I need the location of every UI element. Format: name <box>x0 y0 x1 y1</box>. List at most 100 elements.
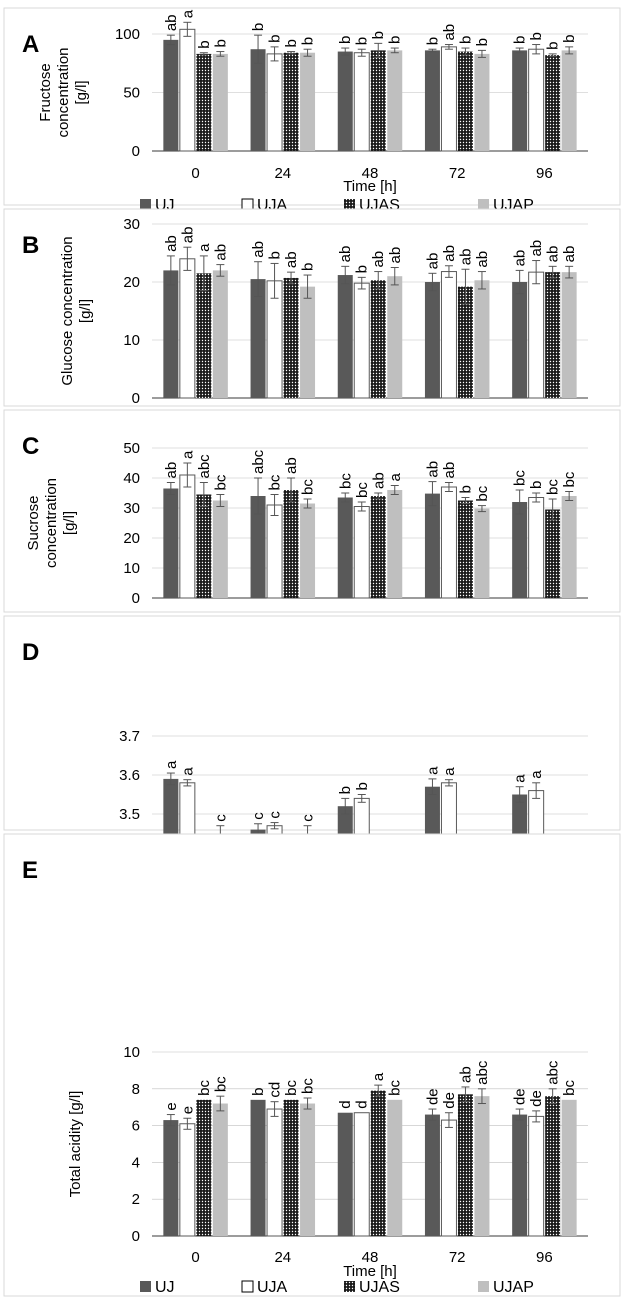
bar-ujap <box>300 503 316 598</box>
bar-ujas <box>370 50 386 151</box>
bar-ujas <box>457 500 473 598</box>
bar-ujap <box>387 276 403 398</box>
significance-label: bc <box>283 1079 300 1095</box>
bar-ujas <box>283 1099 299 1236</box>
significance-label: b <box>512 36 529 44</box>
significance-label: bc <box>512 470 529 486</box>
significance-label: b <box>250 1087 267 1095</box>
significance-label: b <box>267 251 284 259</box>
significance-label: de <box>528 1090 545 1107</box>
bar-uja <box>440 271 457 399</box>
significance-label: b <box>354 782 371 790</box>
significance-label: bc <box>267 474 284 490</box>
y-axis-title: Sucrose <box>25 495 42 550</box>
significance-label: ab <box>337 246 354 263</box>
legend-swatch-ujap <box>478 199 489 210</box>
y-tick-label: 50 <box>123 440 140 457</box>
bar-ujap <box>300 1103 316 1236</box>
significance-label: abc <box>196 454 213 479</box>
bar-ujas <box>283 52 299 151</box>
significance-label: b <box>250 23 267 31</box>
bar-uj <box>337 275 353 398</box>
panel-letter: A <box>22 31 39 58</box>
y-tick-label: 50 <box>123 85 140 102</box>
significance-label: a <box>179 450 196 459</box>
significance-label: ab <box>283 251 300 268</box>
bar-ujap <box>474 53 490 151</box>
y-tick-label: 0 <box>132 590 140 607</box>
significance-label: a <box>424 766 441 775</box>
significance-label: ab <box>474 251 491 268</box>
bar-ujas <box>545 509 561 598</box>
x-tick-label: 72 <box>449 165 466 182</box>
significance-label: ab <box>370 251 387 268</box>
significance-label: d <box>354 1100 371 1108</box>
bar-uja <box>528 48 545 152</box>
significance-label: b <box>337 36 354 44</box>
significance-label: ab <box>163 235 180 252</box>
bar-ujap <box>212 500 228 598</box>
bar-uja <box>353 282 370 399</box>
significance-label: a <box>512 774 529 783</box>
x-tick-label: 0 <box>191 165 199 182</box>
y-tick-label: 30 <box>123 500 140 517</box>
significance-label: a <box>387 473 404 482</box>
bar-uj <box>163 270 179 398</box>
bar-uja <box>179 28 196 152</box>
bar-uja <box>179 474 196 599</box>
y-tick-label: 3.7 <box>119 728 140 745</box>
y-tick-label: 8 <box>132 1081 140 1098</box>
significance-label: b <box>300 263 317 271</box>
bar-ujas <box>457 1094 473 1236</box>
bar-uj <box>424 493 440 598</box>
legend-swatch-ujas <box>344 1281 355 1292</box>
bar-uja <box>179 1123 196 1237</box>
panel-letter: D <box>22 639 39 666</box>
bar-ujas <box>196 494 212 598</box>
significance-label: cd <box>267 1082 284 1098</box>
significance-label: abc <box>545 1060 562 1085</box>
y-tick-label: 100 <box>115 26 140 43</box>
x-tick-label: 96 <box>536 165 553 182</box>
bar-uja <box>353 52 370 152</box>
bar-ujas <box>545 55 561 152</box>
bar-uja <box>528 497 545 599</box>
legend-swatch-uja <box>241 198 254 211</box>
bar-ujap <box>387 1099 403 1236</box>
y-tick-label: 3.6 <box>119 767 140 784</box>
significance-label: ab <box>212 244 229 261</box>
x-tick-label: 24 <box>274 165 291 182</box>
bar-ujap <box>387 490 403 598</box>
bar-uja <box>266 1108 283 1237</box>
significance-label: c <box>212 814 229 822</box>
y-axis-title: [g/l] <box>61 511 78 535</box>
bar-ujas <box>370 496 386 598</box>
y-tick-label: 20 <box>123 530 140 547</box>
significance-label: ab <box>457 249 474 266</box>
bar-ujap <box>561 496 577 598</box>
significance-label: ab <box>283 457 300 474</box>
significance-label: b <box>561 35 578 43</box>
x-axis-title: Time [h] <box>343 178 397 195</box>
bar-uj <box>337 497 353 598</box>
bar-uj <box>250 49 266 151</box>
significance-label: ab <box>545 246 562 263</box>
bar-uj <box>163 1120 179 1236</box>
bar-ujas <box>283 277 299 398</box>
legend-swatch-uj <box>140 1281 151 1292</box>
significance-label: b <box>457 36 474 44</box>
significance-label: a <box>196 243 213 252</box>
bar-uja <box>353 1112 370 1237</box>
legend-label-uj: UJ <box>155 1279 175 1296</box>
bar-ujap <box>474 508 490 598</box>
panel-frame <box>3 615 621 831</box>
significance-label: abc <box>250 449 267 474</box>
y-tick-label: 30 <box>123 216 140 233</box>
significance-label: ab <box>387 247 404 264</box>
x-tick-label: 48 <box>362 165 379 182</box>
significance-label: c <box>300 814 317 822</box>
bar-uj <box>250 279 266 398</box>
panel-letter: C <box>22 433 39 460</box>
